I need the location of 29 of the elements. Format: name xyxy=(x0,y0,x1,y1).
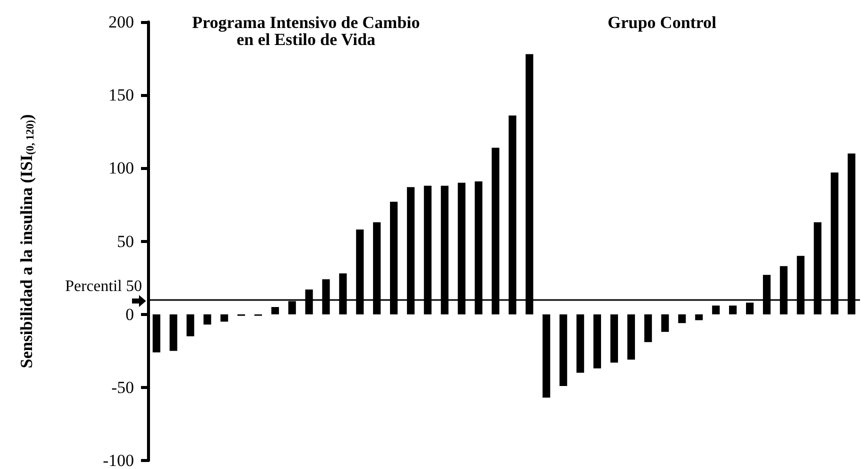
bar xyxy=(695,314,703,320)
bar xyxy=(661,314,669,332)
bar xyxy=(170,314,178,351)
ref-line-label: Percentil 50 xyxy=(65,278,142,296)
bar xyxy=(627,314,635,360)
bar xyxy=(186,314,194,336)
annotation: Grupo Control xyxy=(608,13,717,32)
bar xyxy=(220,314,228,322)
bar xyxy=(204,314,212,325)
bar xyxy=(678,314,686,324)
annotation: Programa Intensivo de Cambio en el Estilo de Vida xyxy=(192,13,420,49)
bar xyxy=(560,314,568,386)
bar xyxy=(593,314,602,368)
y-tick-label: 100 xyxy=(108,158,134,178)
y-tick-label: 150 xyxy=(108,86,134,105)
y-tick-label: 50 xyxy=(117,232,134,251)
y-tick-label: -50 xyxy=(111,378,134,397)
bar xyxy=(152,314,160,352)
bar xyxy=(271,307,279,314)
bar xyxy=(644,314,652,342)
bar xyxy=(576,314,584,373)
y-axis-title: Sensibilidad a la insulina (ISI(0, 120)) xyxy=(17,114,36,368)
bar xyxy=(610,314,618,363)
bar xyxy=(712,306,720,314)
y-tick-label: -100 xyxy=(102,451,134,469)
y-tick-label: 0 xyxy=(126,304,134,324)
bar xyxy=(729,306,737,314)
y-tick-label: 200 xyxy=(108,12,134,32)
bar xyxy=(542,314,550,398)
